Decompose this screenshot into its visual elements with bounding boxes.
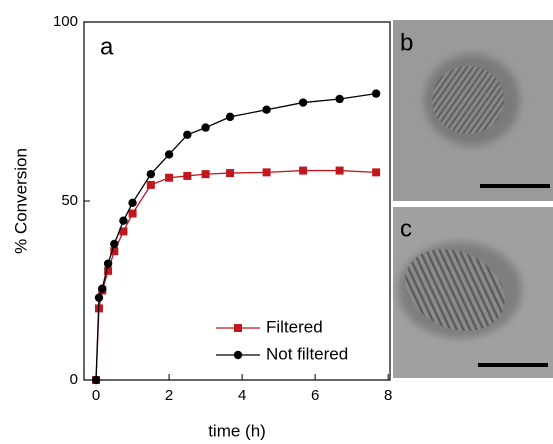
point <box>146 180 155 189</box>
point <box>104 266 113 275</box>
point <box>201 123 210 132</box>
point <box>119 227 128 236</box>
point <box>371 89 381 98</box>
point <box>226 169 235 178</box>
x-tick-label: 0 <box>92 387 100 404</box>
y-tick-label: 50 <box>61 192 78 209</box>
y-axis-label: % Conversion <box>11 148 30 254</box>
point <box>119 216 128 225</box>
point <box>103 259 113 268</box>
point <box>110 247 119 256</box>
point <box>262 168 271 177</box>
point <box>94 293 104 302</box>
point <box>165 173 174 182</box>
legend-marker <box>234 324 242 332</box>
tem-image-b <box>393 20 553 201</box>
panel-label: b <box>400 29 413 56</box>
point <box>262 105 271 114</box>
series-line <box>95 169 377 381</box>
x-tick-label: 2 <box>165 387 173 404</box>
legend-label: Filtered <box>266 317 323 336</box>
y-tick-label: 100 <box>53 13 78 30</box>
point <box>128 209 137 218</box>
point <box>225 112 235 122</box>
series-line <box>95 92 377 381</box>
legend-label: Not filtered <box>266 344 348 363</box>
x-tick-label: 6 <box>311 387 319 404</box>
y-tick-label: 0 <box>70 371 78 388</box>
x-tick-label: 4 <box>238 387 246 404</box>
point <box>110 239 119 249</box>
point <box>128 198 137 207</box>
point <box>91 375 101 385</box>
x-axis-label: time (h) <box>208 421 266 440</box>
panel-label: c <box>400 215 412 242</box>
point <box>299 166 308 175</box>
point <box>298 98 308 107</box>
x-tick-label: 8 <box>384 387 392 404</box>
point <box>183 130 192 139</box>
point <box>372 168 381 177</box>
point <box>201 170 210 179</box>
point <box>164 150 174 159</box>
panel-label: a <box>100 33 114 60</box>
tem-image-c <box>393 207 553 378</box>
point <box>183 171 192 180</box>
legend-marker <box>233 350 243 360</box>
point <box>335 94 344 104</box>
point <box>98 284 107 293</box>
point <box>146 169 156 179</box>
point <box>335 166 344 175</box>
